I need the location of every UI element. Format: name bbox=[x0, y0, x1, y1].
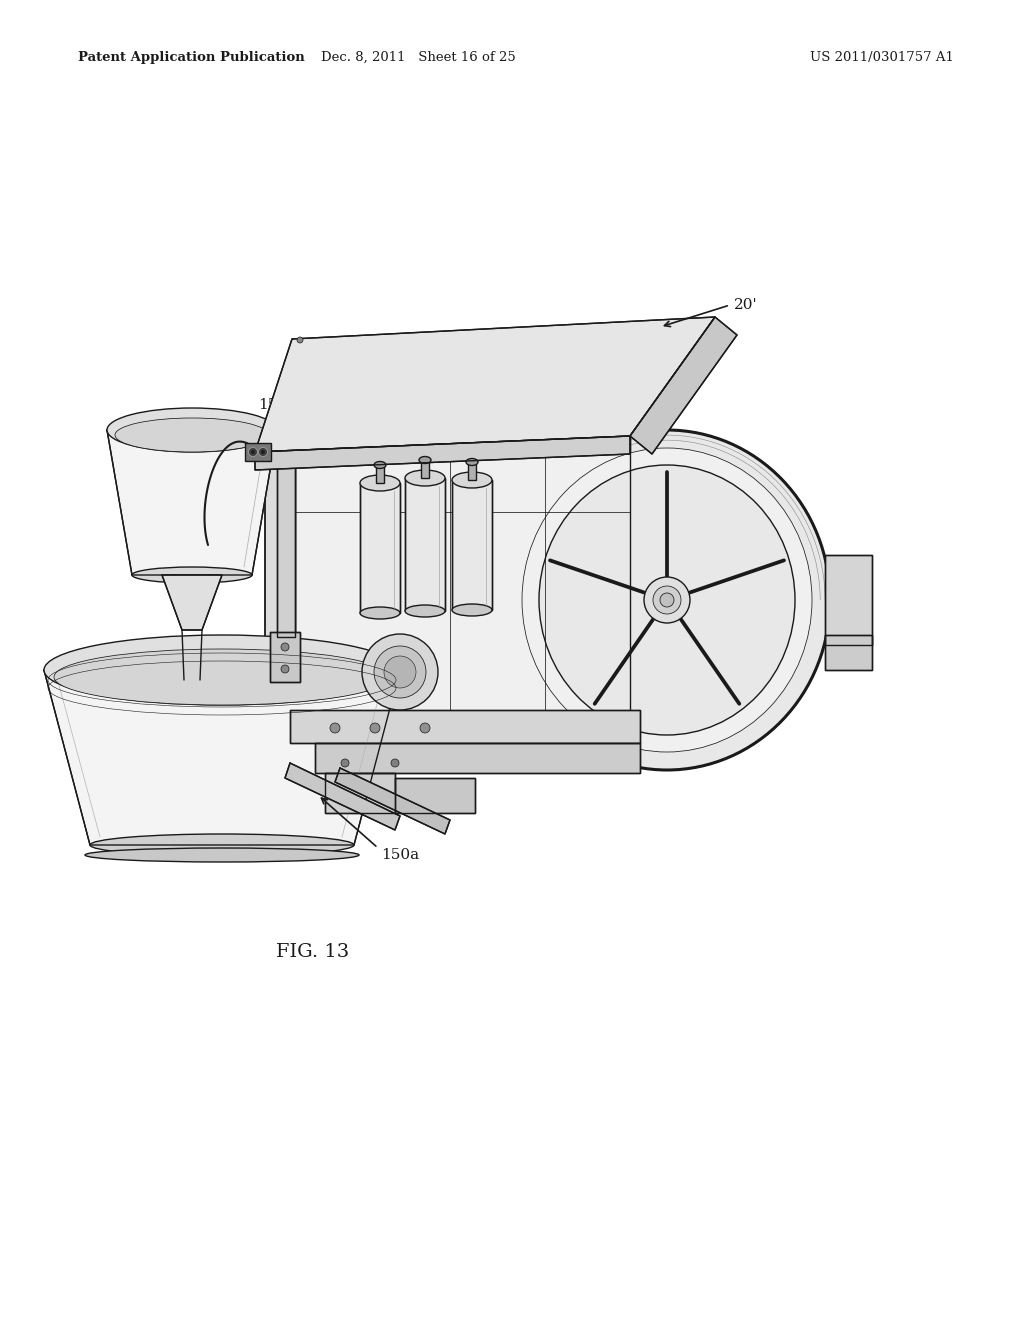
Circle shape bbox=[281, 643, 289, 651]
Ellipse shape bbox=[115, 418, 269, 451]
Polygon shape bbox=[265, 437, 295, 783]
Polygon shape bbox=[270, 632, 300, 682]
Text: Dec. 8, 2011   Sheet 16 of 25: Dec. 8, 2011 Sheet 16 of 25 bbox=[321, 50, 515, 63]
Ellipse shape bbox=[653, 586, 681, 614]
Polygon shape bbox=[285, 763, 400, 830]
Ellipse shape bbox=[374, 462, 386, 469]
Ellipse shape bbox=[106, 408, 278, 451]
Polygon shape bbox=[106, 430, 278, 576]
Polygon shape bbox=[44, 671, 400, 845]
Polygon shape bbox=[290, 710, 640, 743]
Ellipse shape bbox=[452, 473, 492, 488]
Text: 150b: 150b bbox=[258, 399, 297, 412]
Ellipse shape bbox=[360, 475, 400, 491]
Circle shape bbox=[297, 337, 303, 343]
Polygon shape bbox=[825, 635, 872, 671]
Ellipse shape bbox=[504, 430, 830, 770]
Circle shape bbox=[341, 759, 349, 767]
Bar bbox=[245, 444, 271, 461]
Circle shape bbox=[362, 634, 438, 710]
Circle shape bbox=[251, 450, 255, 454]
Text: Patent Application Publication: Patent Application Publication bbox=[78, 50, 305, 63]
Ellipse shape bbox=[406, 605, 445, 616]
Ellipse shape bbox=[466, 458, 478, 466]
Polygon shape bbox=[360, 483, 400, 612]
Text: US 2011/0301757 A1: US 2011/0301757 A1 bbox=[810, 50, 954, 63]
Ellipse shape bbox=[85, 847, 359, 862]
Circle shape bbox=[370, 723, 380, 733]
Polygon shape bbox=[395, 777, 475, 813]
Polygon shape bbox=[295, 437, 630, 758]
Text: 20': 20' bbox=[734, 298, 758, 312]
Polygon shape bbox=[325, 774, 395, 813]
Ellipse shape bbox=[644, 577, 690, 623]
Circle shape bbox=[384, 656, 416, 688]
Ellipse shape bbox=[522, 447, 812, 752]
Polygon shape bbox=[335, 768, 450, 834]
Polygon shape bbox=[255, 436, 630, 470]
Circle shape bbox=[374, 645, 426, 698]
Circle shape bbox=[330, 723, 340, 733]
Polygon shape bbox=[406, 478, 445, 611]
Ellipse shape bbox=[452, 605, 492, 616]
Text: 150a: 150a bbox=[381, 847, 419, 862]
Ellipse shape bbox=[132, 568, 252, 583]
Ellipse shape bbox=[44, 635, 400, 705]
Circle shape bbox=[660, 593, 674, 607]
Ellipse shape bbox=[360, 607, 400, 619]
Polygon shape bbox=[825, 554, 872, 645]
Circle shape bbox=[249, 447, 257, 457]
Circle shape bbox=[281, 665, 289, 673]
Ellipse shape bbox=[539, 465, 795, 735]
Ellipse shape bbox=[54, 649, 390, 705]
Polygon shape bbox=[452, 480, 492, 610]
Bar bbox=[468, 462, 476, 480]
Circle shape bbox=[258, 447, 267, 457]
Circle shape bbox=[420, 723, 430, 733]
Bar bbox=[421, 459, 429, 478]
Polygon shape bbox=[278, 447, 295, 638]
Ellipse shape bbox=[419, 457, 431, 463]
Text: FIG. 13: FIG. 13 bbox=[276, 942, 349, 961]
Polygon shape bbox=[162, 576, 222, 630]
Polygon shape bbox=[255, 317, 715, 451]
Circle shape bbox=[261, 450, 265, 454]
Bar bbox=[376, 465, 384, 483]
Ellipse shape bbox=[90, 834, 354, 855]
Polygon shape bbox=[315, 743, 640, 774]
Ellipse shape bbox=[406, 470, 445, 486]
Polygon shape bbox=[630, 317, 737, 454]
Circle shape bbox=[391, 759, 399, 767]
